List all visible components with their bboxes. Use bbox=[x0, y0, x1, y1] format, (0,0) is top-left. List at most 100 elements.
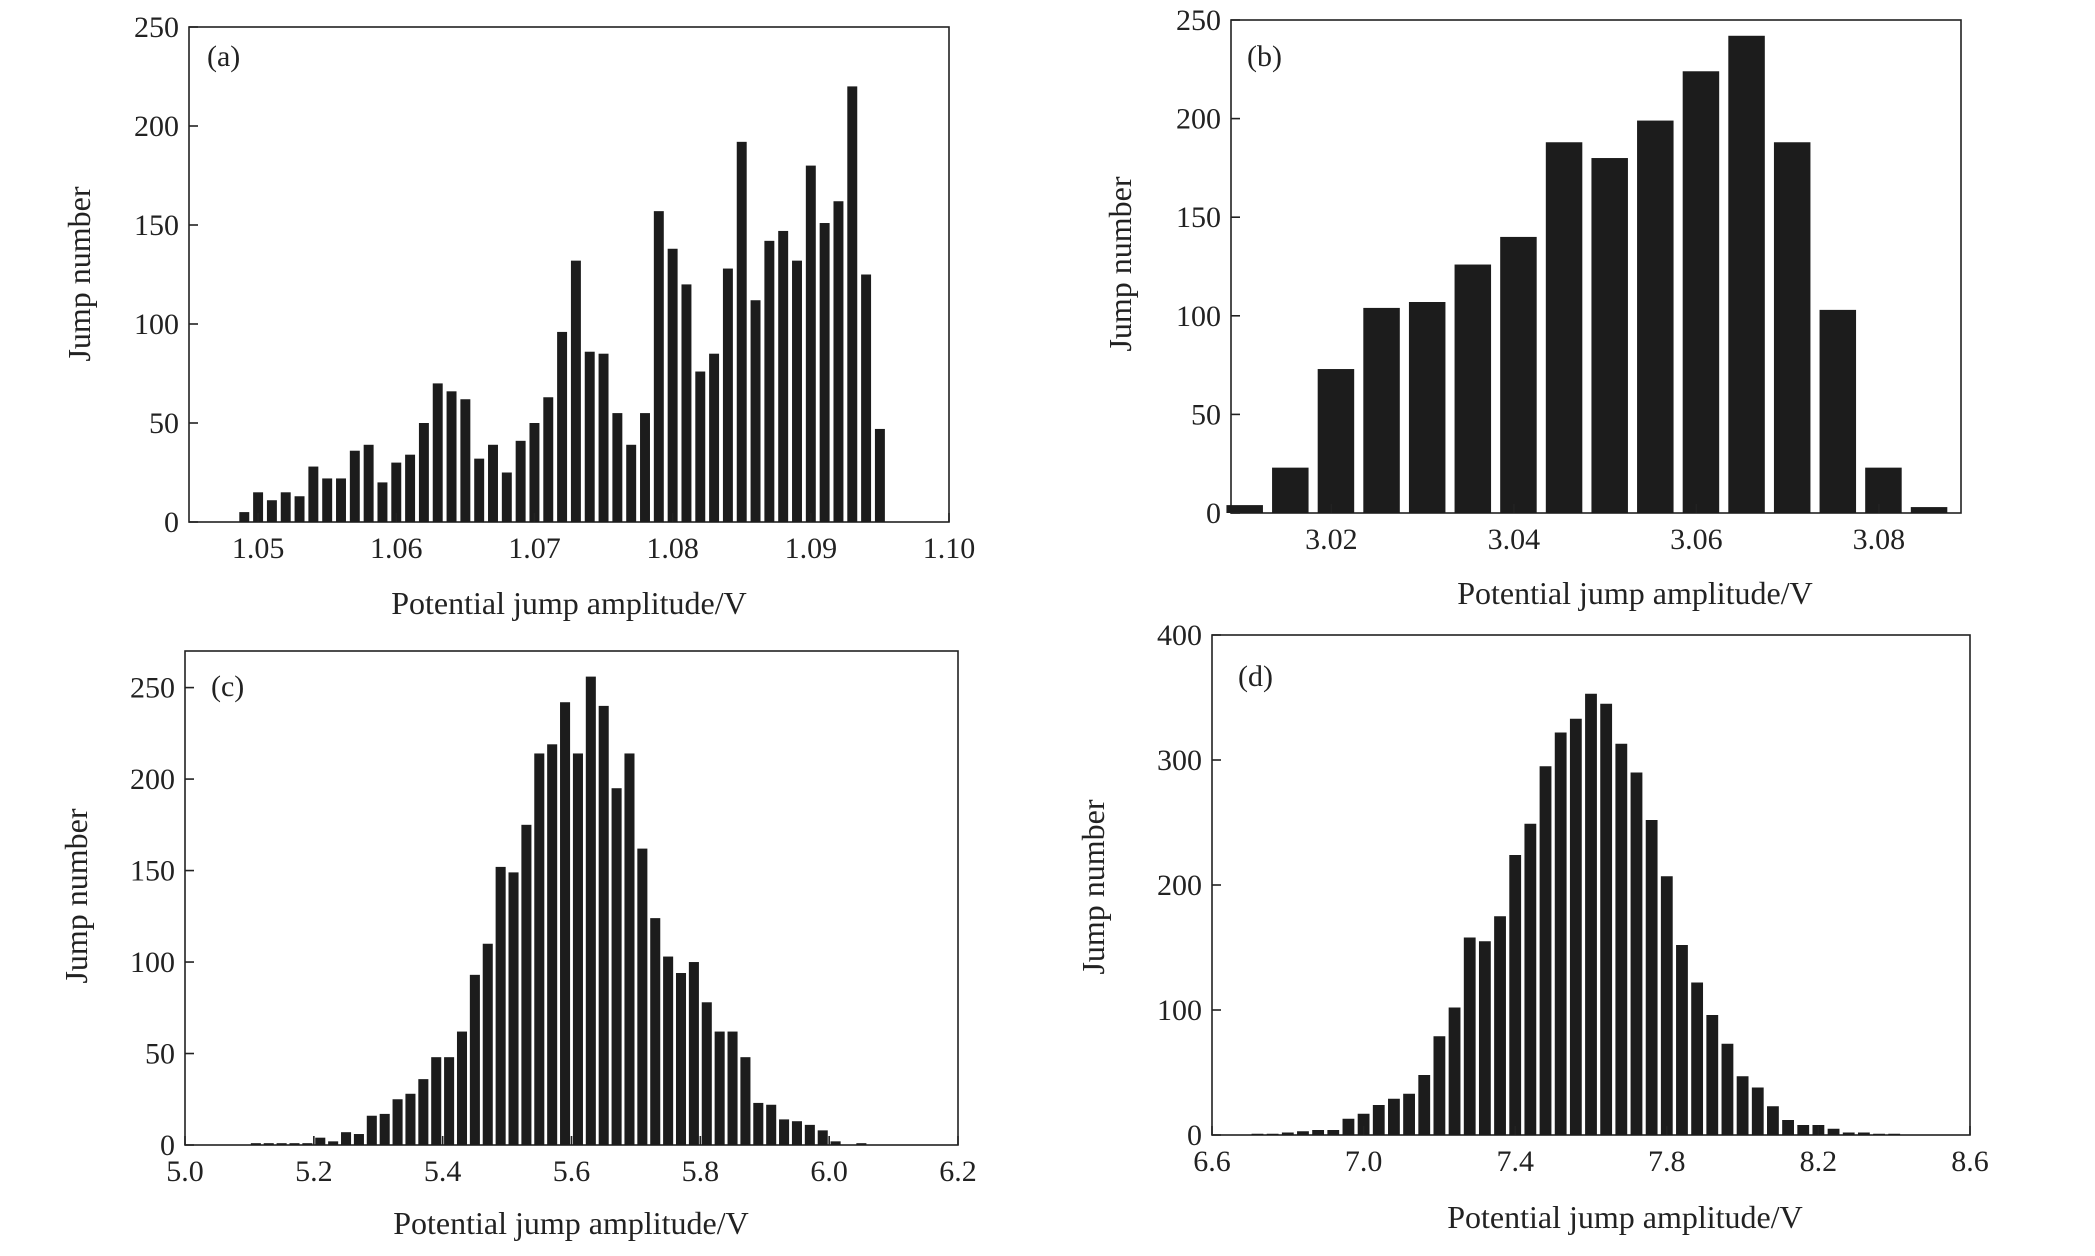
panel-b-bar bbox=[1226, 505, 1263, 513]
panel-a-bar bbox=[570, 260, 581, 522]
panel-b-bar bbox=[1910, 507, 1948, 513]
panel-a-bar bbox=[501, 472, 512, 522]
panel-c-x-ticks: 5.0 5.2 5.4 5.6 5.8 6.0 6.2 bbox=[166, 1136, 977, 1188]
panel-a-x-tick-label: 1.07 bbox=[508, 532, 561, 565]
panel-c-bar bbox=[469, 974, 480, 1145]
panel-d-bar bbox=[1721, 1043, 1734, 1135]
panel-a-bar bbox=[722, 268, 733, 522]
panel-c-x-tick-label: 5.0 bbox=[166, 1155, 204, 1188]
panel-c-frame bbox=[184, 650, 959, 1146]
panel-d-x-tick-label: 7.8 bbox=[1648, 1145, 1686, 1178]
panel-c-bar bbox=[753, 1102, 764, 1145]
panel-c-bar bbox=[392, 1099, 403, 1145]
panel-d-bar bbox=[1827, 1128, 1840, 1135]
panel-c-bar bbox=[341, 1132, 352, 1145]
panel-c-bar bbox=[495, 866, 506, 1145]
panel-b-bar bbox=[1682, 71, 1720, 514]
panel-c-bar bbox=[276, 1143, 287, 1145]
panel-a-x-tick-label: 1.08 bbox=[646, 532, 699, 565]
panel-b-bar bbox=[1773, 142, 1811, 513]
panel-a-bar bbox=[377, 482, 388, 522]
panel-a-y-tick-label: 50 bbox=[149, 407, 179, 440]
panel-b-bar bbox=[1728, 35, 1765, 513]
panel-c-bar bbox=[740, 1057, 751, 1145]
panel-b-bar bbox=[1272, 467, 1309, 513]
panel-b-y-tick-label: 50 bbox=[1191, 398, 1221, 431]
panel-c-x-tick-label: 5.4 bbox=[424, 1155, 462, 1188]
panel-a-label: (a) bbox=[207, 40, 240, 73]
panel-c-bar bbox=[611, 788, 622, 1145]
panel-c-bar bbox=[353, 1134, 364, 1145]
panel-d-bar bbox=[1554, 732, 1567, 1135]
panel-a-x-tick-label: 1.05 bbox=[232, 532, 285, 565]
panel-b-y-tick-label: 150 bbox=[1176, 201, 1221, 234]
panel-d-bar bbox=[1797, 1125, 1810, 1135]
panel-d-bar bbox=[1281, 1132, 1294, 1135]
panel-c-bar bbox=[250, 1143, 261, 1145]
panel-a-y-axis-title: Jump number bbox=[61, 186, 97, 361]
panel-d-y-axis-title: Jump number bbox=[1075, 799, 1111, 974]
panel-d-bar bbox=[1676, 945, 1688, 1135]
panel-b-x-tick-label: 3.04 bbox=[1488, 523, 1541, 556]
panel-b-x-tick-label: 3.06 bbox=[1670, 523, 1723, 556]
panel-d-x-tick-label: 6.6 bbox=[1193, 1145, 1231, 1178]
panel-c-bar bbox=[431, 1057, 442, 1145]
panel-a-bar bbox=[266, 500, 277, 522]
panel-a-x-axis-title: Potential jump amplitude/V bbox=[391, 585, 747, 621]
panel-a-bar bbox=[446, 391, 457, 522]
panel-d-bar bbox=[1888, 1133, 1901, 1135]
panel-d-bar bbox=[1327, 1130, 1340, 1135]
panel-d-bar bbox=[1615, 743, 1628, 1135]
panel-a-bar bbox=[819, 223, 830, 522]
panel-b-bar bbox=[1865, 467, 1902, 513]
panel-d-y-tick-label: 200 bbox=[1157, 869, 1202, 902]
panel-a-bar bbox=[667, 248, 678, 522]
panel-d-bar bbox=[1372, 1105, 1385, 1135]
panel-d-bar bbox=[1524, 823, 1537, 1135]
panel-b-bar bbox=[1363, 307, 1400, 513]
panel-d-bars bbox=[1251, 693, 1901, 1135]
panel-b-bar bbox=[1408, 302, 1446, 513]
panel-d-bar bbox=[1751, 1087, 1764, 1135]
panel-a-bar bbox=[612, 413, 623, 522]
panel-c-bar bbox=[289, 1143, 300, 1145]
panel-a-bar bbox=[598, 353, 609, 522]
panel-a-bar bbox=[405, 454, 416, 522]
panel-d-y-ticks: 0 100 200 300 400 bbox=[1157, 619, 1221, 1152]
panel-d-bar bbox=[1857, 1132, 1870, 1135]
panel-c-bar bbox=[830, 1141, 841, 1145]
panel-c-y-tick-label: 250 bbox=[130, 672, 175, 705]
panel-d-bar bbox=[1388, 1098, 1400, 1135]
panel-d-bar bbox=[1266, 1133, 1279, 1135]
panel-c-x-tick-label: 5.8 bbox=[682, 1155, 720, 1188]
panel-d-bar bbox=[1782, 1120, 1794, 1135]
panel-d-bar bbox=[1478, 941, 1491, 1135]
panel-c-bar bbox=[405, 1093, 416, 1145]
panel-d-x-tick-label: 7.0 bbox=[1345, 1145, 1383, 1178]
panel-c-y-tick-label: 0 bbox=[160, 1129, 175, 1162]
panel-a-y-tick-label: 100 bbox=[134, 308, 179, 341]
panel-c-bar bbox=[675, 973, 687, 1145]
panel-a: (a) Potential jump amplitude/V Jump numb… bbox=[61, 11, 975, 621]
panel-b: (b) Potential jump amplitude/V Jump numb… bbox=[1102, 4, 1962, 611]
panel-c-bar bbox=[560, 702, 571, 1145]
panel-d-bar bbox=[1433, 1036, 1446, 1135]
panel-d-x-ticks: 6.6 7.0 7.4 7.8 8.2 8.6 bbox=[1193, 1126, 1989, 1178]
panel-c-x-tick-label: 5.6 bbox=[553, 1155, 591, 1188]
panel-d-y-tick-label: 0 bbox=[1187, 1119, 1202, 1152]
panel-a-bar bbox=[418, 423, 429, 522]
panel-a-y-tick-label: 150 bbox=[134, 209, 179, 242]
panel-a-bar bbox=[322, 478, 333, 522]
panel-c-y-tick-label: 200 bbox=[130, 763, 175, 796]
panel-b-bar bbox=[1317, 369, 1355, 513]
panel-b-bars bbox=[1226, 35, 1948, 514]
panel-a-y-ticks: 0 50 100 150 200 250 bbox=[134, 11, 198, 539]
panel-c-x-tick-label: 6.2 bbox=[939, 1155, 977, 1188]
panel-a-bar bbox=[432, 383, 443, 522]
panel-a-y-tick-label: 0 bbox=[164, 506, 179, 539]
panel-c-bar bbox=[302, 1143, 313, 1145]
panel-c-bar bbox=[315, 1137, 326, 1145]
panel-d-bar bbox=[1494, 916, 1506, 1135]
panel-d-bar bbox=[1691, 982, 1704, 1135]
panel-c-bar bbox=[701, 1002, 712, 1145]
